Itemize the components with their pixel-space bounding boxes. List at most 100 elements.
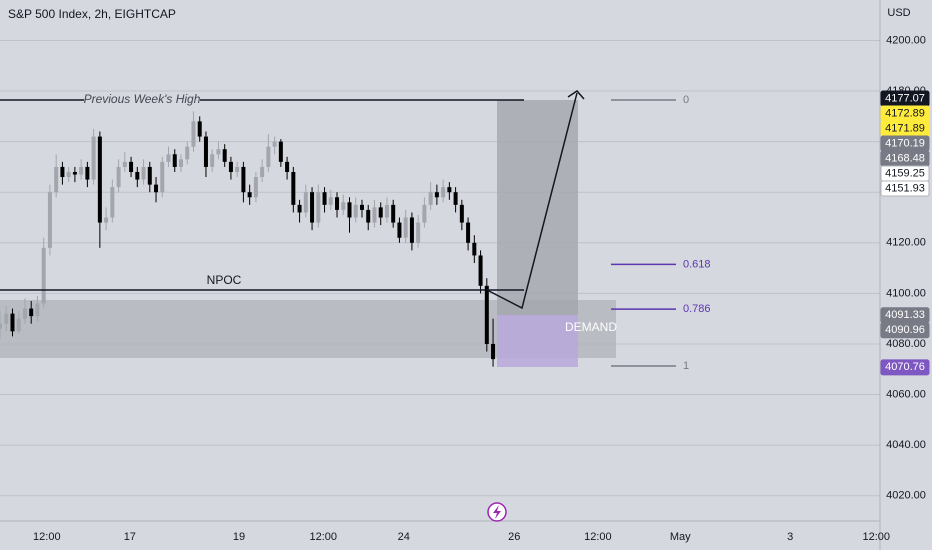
x-tick-label: 12:00 — [33, 531, 61, 543]
candle-body — [160, 161, 165, 193]
lightning — [493, 505, 501, 519]
candle-body — [116, 166, 121, 188]
arrow-head — [567, 90, 585, 100]
currency: USD — [887, 7, 910, 19]
candle-body — [135, 171, 140, 180]
candle-body — [253, 177, 258, 198]
candle-body — [191, 121, 196, 147]
demand-label: DEMAND — [565, 320, 617, 334]
candle-body — [353, 204, 358, 218]
candle-body — [85, 166, 90, 180]
candle-body — [97, 136, 102, 223]
x-tick-label: 12:00 — [862, 531, 890, 543]
candle-body — [447, 187, 452, 193]
price-tag-label: 4172.89 — [885, 107, 925, 119]
candle-body — [297, 204, 302, 213]
candle-body — [303, 192, 308, 213]
y-tick-label: 4120.00 — [886, 237, 926, 249]
price-tag-label: 4159.25 — [885, 167, 925, 179]
entry-box — [497, 315, 578, 367]
npoc-label: NPOC — [207, 273, 242, 287]
price-tag-label: 4168.48 — [885, 152, 925, 164]
candle-body — [285, 161, 290, 172]
candle-body — [272, 141, 277, 147]
candle-body — [335, 197, 340, 210]
price-tag-label: 4070.76 — [885, 361, 925, 373]
candle-body — [491, 343, 496, 360]
candle-body — [60, 166, 65, 178]
candle-body — [278, 141, 283, 162]
target-box — [497, 100, 578, 315]
candle-body — [172, 154, 177, 167]
candle-body — [4, 313, 9, 324]
candle-body — [316, 192, 321, 223]
candle-body — [129, 161, 134, 172]
x-tick-label: May — [670, 531, 691, 543]
candle-body — [384, 204, 389, 218]
candle-body — [366, 209, 371, 223]
candle-body — [91, 136, 96, 180]
x-tick-label: 24 — [398, 531, 410, 543]
candle-body — [391, 204, 396, 223]
price-tag-label: 4170.19 — [885, 137, 925, 149]
fib-label: 0.786 — [683, 303, 711, 315]
candle-body — [110, 187, 115, 218]
y-tick-label: 4100.00 — [886, 287, 926, 299]
candle-body — [22, 308, 27, 319]
x-tick-label: 12:00 — [310, 531, 338, 543]
candle-body — [79, 166, 84, 175]
y-tick-label: 4200.00 — [886, 34, 926, 46]
y-tick-label: 4040.00 — [886, 439, 926, 451]
candle-body — [203, 136, 208, 167]
candle-body — [147, 166, 152, 185]
candle-body — [197, 121, 202, 137]
candle-body — [359, 204, 364, 210]
candle-body — [416, 222, 421, 243]
candle-body — [428, 192, 433, 205]
candle-body — [478, 255, 483, 286]
candle-body — [72, 171, 77, 175]
candle-body — [210, 154, 215, 167]
candle-body — [154, 184, 159, 193]
candle-body — [247, 192, 252, 198]
candle-body — [16, 318, 21, 332]
candle-body — [241, 166, 246, 193]
candle-body — [347, 202, 352, 218]
candle-body — [310, 192, 315, 223]
x-tick-label: 17 — [124, 531, 136, 543]
price-tag — [880, 180, 930, 197]
candle-body — [228, 161, 233, 172]
label-bg — [84, 92, 200, 107]
candle-body — [472, 242, 477, 256]
y-tick-label: 4080.00 — [886, 338, 926, 350]
candle-body — [122, 161, 127, 167]
candle-body — [54, 166, 59, 193]
candle-body — [484, 285, 489, 344]
candle-body — [466, 222, 471, 243]
candle-body — [291, 171, 296, 205]
candle-body — [29, 308, 34, 317]
candle-body — [35, 303, 40, 317]
candle-body — [222, 149, 227, 162]
candle-body — [266, 146, 271, 167]
x-tick-label: 12:00 — [584, 531, 612, 543]
candle-body — [459, 204, 464, 223]
chart-title: S&P 500 Index, 2h, EIGHTCAP — [8, 7, 176, 21]
candle-body — [104, 217, 109, 223]
candle-body — [403, 217, 408, 238]
fib-label: 1 — [683, 360, 689, 372]
previous-week-high-label: Previous Week's High — [84, 92, 201, 106]
price-tag-label: 4171.89 — [885, 122, 925, 134]
price-tag — [880, 322, 930, 339]
candle-body — [372, 207, 377, 223]
x-tick-label: 3 — [787, 531, 793, 543]
candle-body — [10, 313, 15, 332]
fib-label: 0.618 — [683, 258, 711, 270]
candle-body — [41, 247, 46, 304]
candle-body — [216, 149, 221, 155]
candle-body — [322, 192, 327, 205]
candle-body — [185, 146, 190, 160]
candle-body — [328, 197, 333, 205]
